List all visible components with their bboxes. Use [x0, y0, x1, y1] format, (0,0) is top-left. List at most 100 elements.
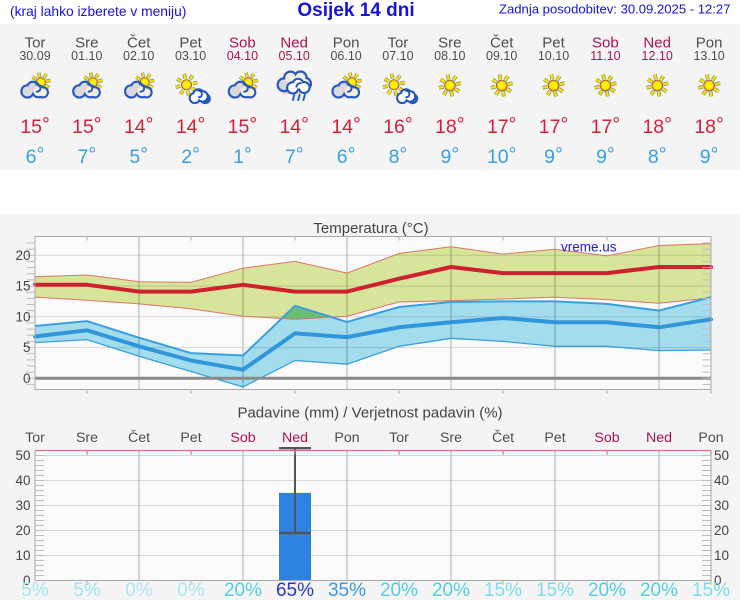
svg-text:5%: 5%: [73, 580, 101, 600]
svg-text:0: 0: [23, 371, 31, 386]
svg-text:0%: 0%: [125, 580, 153, 600]
svg-text:10: 10: [15, 309, 30, 324]
svg-text:40: 40: [714, 473, 729, 488]
svg-text:20%: 20%: [224, 580, 262, 600]
svg-text:0: 0: [23, 573, 31, 588]
svg-text:15%: 15%: [536, 580, 574, 600]
svg-text:12.10: 12.10: [642, 49, 673, 63]
svg-text:16°: 16°: [383, 114, 413, 138]
svg-text:Pet: Pet: [542, 35, 565, 52]
svg-text:18°: 18°: [435, 114, 465, 138]
svg-text:04.10: 04.10: [227, 49, 258, 63]
svg-text:Zadnja posodobitev: 30.09.2025: Zadnja posodobitev: 30.09.2025 - 12:27: [499, 1, 731, 16]
svg-text:13.10: 13.10: [693, 49, 724, 63]
svg-text:65%: 65%: [276, 580, 314, 600]
svg-text:10: 10: [714, 548, 729, 563]
svg-text:20: 20: [714, 523, 729, 538]
svg-text:9°: 9°: [440, 144, 459, 168]
svg-text:20%: 20%: [380, 580, 418, 600]
svg-text:Tor: Tor: [389, 430, 409, 446]
svg-text:15%: 15%: [692, 580, 730, 600]
svg-text:Ned: Ned: [646, 430, 672, 446]
svg-text:vreme.us: vreme.us: [561, 240, 617, 255]
svg-text:1°: 1°: [233, 144, 252, 168]
svg-text:07.10: 07.10: [382, 49, 413, 63]
svg-text:18°: 18°: [642, 114, 672, 138]
svg-text:Tor: Tor: [25, 35, 46, 52]
svg-text:8°: 8°: [648, 144, 667, 168]
svg-text:Sre: Sre: [440, 430, 462, 446]
svg-text:10.10: 10.10: [538, 49, 569, 63]
svg-text:14°: 14°: [279, 114, 309, 138]
svg-text:Sre: Sre: [438, 35, 461, 52]
svg-text:Čet: Čet: [492, 429, 514, 446]
svg-text:10°: 10°: [487, 144, 517, 168]
svg-text:30: 30: [714, 498, 729, 513]
svg-text:10: 10: [15, 548, 30, 563]
svg-text:15°: 15°: [228, 114, 258, 138]
svg-text:Čet: Čet: [128, 429, 150, 446]
svg-text:05.10: 05.10: [279, 49, 310, 63]
svg-text:Sre: Sre: [75, 35, 98, 52]
svg-text:09.10: 09.10: [486, 49, 517, 63]
svg-text:Pet: Pet: [180, 430, 201, 446]
svg-text:Padavine (mm) / Verjetnost pad: Padavine (mm) / Verjetnost padavin (%): [237, 405, 502, 422]
svg-text:15°: 15°: [20, 114, 50, 138]
svg-text:11.10: 11.10: [590, 49, 620, 63]
svg-text:20%: 20%: [640, 580, 678, 600]
svg-text:0%: 0%: [177, 580, 205, 600]
svg-text:Ned: Ned: [643, 35, 671, 52]
svg-text:20%: 20%: [588, 580, 626, 600]
svg-text:01.10: 01.10: [71, 49, 102, 63]
svg-text:Pet: Pet: [544, 430, 565, 446]
svg-text:9°: 9°: [544, 144, 563, 168]
svg-text:5°: 5°: [129, 144, 148, 168]
svg-text:6°: 6°: [26, 144, 45, 168]
svg-text:Temperatura (°C): Temperatura (°C): [313, 220, 428, 237]
svg-text:Sre: Sre: [76, 430, 98, 446]
svg-text:Pet: Pet: [179, 35, 202, 52]
svg-text:7°: 7°: [77, 144, 96, 168]
svg-text:5%: 5%: [21, 580, 49, 600]
svg-text:8°: 8°: [389, 144, 408, 168]
svg-text:Pon: Pon: [698, 430, 723, 446]
svg-text:Sob: Sob: [592, 35, 619, 52]
svg-text:15%: 15%: [484, 580, 522, 600]
svg-text:17°: 17°: [487, 114, 517, 138]
svg-text:6°: 6°: [337, 144, 356, 168]
svg-text:7°: 7°: [285, 144, 304, 168]
svg-text:20: 20: [15, 248, 30, 263]
svg-text:18°: 18°: [694, 114, 724, 138]
svg-text:30.09: 30.09: [19, 49, 50, 63]
svg-text:20: 20: [15, 523, 30, 538]
svg-text:Čet: Čet: [127, 35, 151, 52]
svg-text:20%: 20%: [432, 580, 470, 600]
svg-text:Sob: Sob: [594, 430, 619, 446]
svg-text:06.10: 06.10: [330, 49, 361, 63]
svg-text:5: 5: [23, 340, 31, 355]
svg-text:Pon: Pon: [333, 35, 360, 52]
svg-text:40: 40: [15, 473, 30, 488]
svg-text:30: 30: [15, 498, 30, 513]
svg-text:15°: 15°: [72, 114, 102, 138]
svg-text:0: 0: [714, 573, 722, 588]
svg-text:Sob: Sob: [229, 35, 256, 52]
svg-text:17°: 17°: [591, 114, 621, 138]
svg-text:50: 50: [15, 448, 30, 463]
svg-text:15: 15: [15, 279, 30, 294]
svg-text:Pon: Pon: [696, 35, 723, 52]
svg-text:14°: 14°: [176, 114, 206, 138]
svg-text:9°: 9°: [700, 144, 719, 168]
svg-text:14°: 14°: [124, 114, 154, 138]
svg-text:9°: 9°: [596, 144, 615, 168]
svg-text:Pon: Pon: [334, 430, 359, 446]
svg-text:35%: 35%: [328, 580, 366, 600]
svg-text:Sob: Sob: [230, 430, 255, 446]
svg-text:2°: 2°: [181, 144, 200, 168]
svg-text:50: 50: [714, 448, 729, 463]
svg-text:08.10: 08.10: [434, 49, 465, 63]
svg-text:14°: 14°: [331, 114, 361, 138]
svg-text:Tor: Tor: [387, 35, 408, 52]
svg-text:Ned: Ned: [280, 35, 308, 52]
svg-text:02.10: 02.10: [123, 49, 154, 63]
